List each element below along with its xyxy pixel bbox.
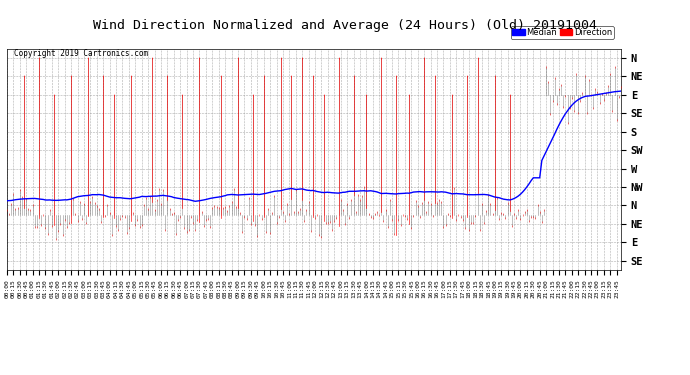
Legend: Median, Direction: Median, Direction (511, 26, 614, 39)
Text: Copyright 2019 Cartronics.com: Copyright 2019 Cartronics.com (14, 49, 148, 58)
Text: Wind Direction Normalized and Average (24 Hours) (Old) 20191004: Wind Direction Normalized and Average (2… (93, 19, 597, 32)
